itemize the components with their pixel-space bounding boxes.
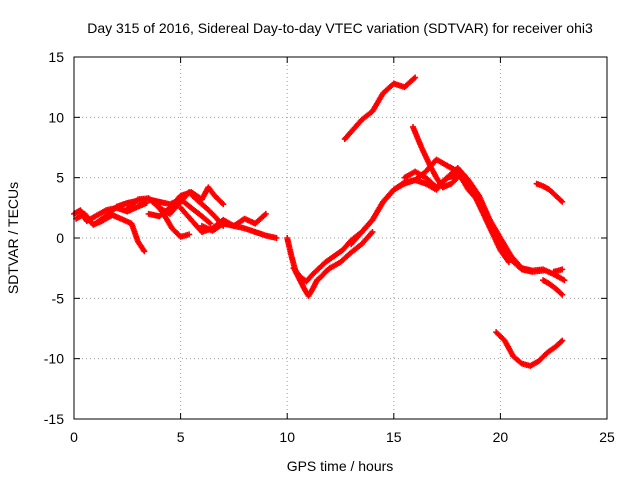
series-track-20 <box>493 329 566 369</box>
y-tick-label: -10 <box>44 351 64 367</box>
data-point-marker <box>559 198 566 205</box>
y-axis-label: SDTVAR / TECUs <box>5 182 21 294</box>
data-point-marker <box>412 74 419 81</box>
series-track-08 <box>198 220 280 241</box>
y-tick-label: 5 <box>56 170 64 186</box>
data-layer <box>71 74 568 369</box>
series-track-12 <box>341 74 419 143</box>
x-tick-label: 10 <box>279 429 295 445</box>
data-point-marker <box>220 201 227 208</box>
data-point-marker <box>262 210 269 217</box>
x-tick-label: 15 <box>386 429 402 445</box>
y-tick-label: -5 <box>52 290 65 306</box>
series-track-15 <box>444 162 568 284</box>
x-tick-label: 5 <box>177 429 185 445</box>
data-point-marker <box>186 231 193 238</box>
data-point-marker <box>141 248 148 255</box>
y-tick-label: 0 <box>56 230 64 246</box>
data-point-marker <box>559 291 566 298</box>
data-point-marker <box>369 228 376 235</box>
ticks-layer: 0 5 10 15 20 25 -15 -10 -5 0 5 10 15 <box>44 49 615 445</box>
y-tick-label: 10 <box>48 109 64 125</box>
data-point-marker <box>207 220 214 227</box>
series-track-06 <box>152 198 193 240</box>
series-track-19 <box>550 266 566 275</box>
y-tick-label: -15 <box>44 411 64 427</box>
series-track-09 <box>284 228 376 299</box>
data-point-marker <box>561 277 568 284</box>
y-tick-label: 15 <box>48 49 64 65</box>
data-point-marker <box>559 337 566 344</box>
chart-title: Day 315 of 2016, Sidereal Day-to-day VTE… <box>87 20 593 36</box>
series-track-05 <box>145 184 227 220</box>
series-track-18 <box>540 277 566 298</box>
x-tick-label: 20 <box>493 429 509 445</box>
x-axis-label: GPS time / hours <box>287 458 394 474</box>
series-track-11 <box>348 156 461 248</box>
data-point-marker <box>505 259 512 266</box>
series-track-02 <box>73 210 148 255</box>
series-track-17 <box>533 180 566 205</box>
x-tick-label: 25 <box>599 429 615 445</box>
series-track-16 <box>461 174 512 266</box>
data-point-marker <box>273 235 280 241</box>
x-tick-label: 0 <box>70 429 78 445</box>
data-point-marker <box>559 266 566 273</box>
